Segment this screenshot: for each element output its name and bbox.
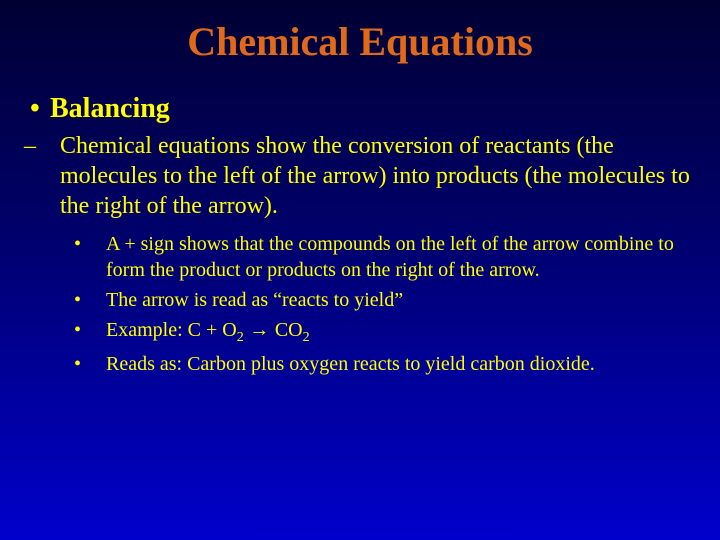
bullet-dot-icon: • [90, 351, 106, 377]
subscript-2: 2 [303, 330, 310, 345]
dash-icon: – [42, 131, 60, 161]
bullet-level-3-item: •A + sign shows that the compounds on th… [12, 231, 708, 283]
lvl3-text-0: A + sign shows that the compounds on the… [106, 233, 674, 281]
example-prefix: Example: C + O [106, 319, 237, 341]
bullet-level-3-item: •The arrow is read as “reacts to yield” [12, 287, 708, 313]
lvl1-text: Balancing [50, 93, 170, 124]
slide-title: Chemical Equations [12, 18, 708, 65]
lvl3-text-3: Reads as: Carbon plus oxygen reacts to y… [106, 353, 595, 375]
bullet-level-1: •Balancing [12, 93, 708, 125]
lvl3-text-1: The arrow is read as “reacts to yield” [106, 289, 403, 311]
subscript-2: 2 [237, 330, 244, 345]
bullet-level-3-item-example: •Example: C + O2 → CO2 [12, 317, 708, 347]
example-co: CO [275, 319, 303, 341]
bullet-level-3-item: •Reads as: Carbon plus oxygen reacts to … [12, 351, 708, 377]
arrow-icon: → [244, 319, 275, 341]
bullet-level-2: –Chemical equations show the conversion … [12, 131, 708, 221]
bullet-dot-icon: • [90, 317, 106, 343]
bullet-dot-icon: • [90, 231, 106, 257]
bullet-dot-icon: • [30, 93, 50, 125]
lvl2-text: Chemical equations show the conversion o… [60, 133, 690, 219]
bullet-dot-icon: • [90, 287, 106, 313]
